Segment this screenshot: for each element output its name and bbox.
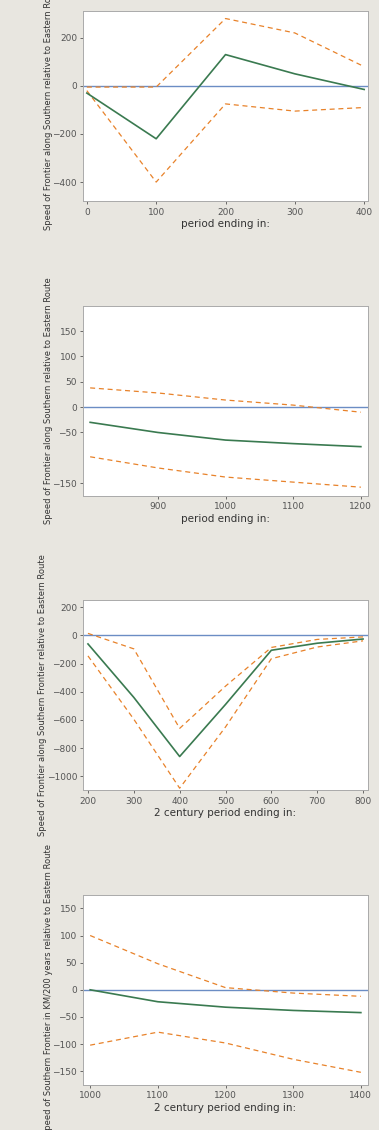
X-axis label: period ending in:: period ending in: (181, 219, 270, 229)
Y-axis label: Speed of Frontier along Southern relative to Eastern Route: Speed of Frontier along Southern relativ… (44, 278, 53, 524)
Y-axis label: Speed of Frontier along Southern Frontier relative to Eastern Route: Speed of Frontier along Southern Frontie… (38, 555, 47, 836)
X-axis label: period ending in:: period ending in: (181, 514, 270, 524)
X-axis label: 2 century period ending in:: 2 century period ending in: (155, 808, 296, 818)
Y-axis label: Speed of Southern Frontier in KM/200 years relative to Eastern Route: Speed of Southern Frontier in KM/200 yea… (44, 844, 53, 1130)
X-axis label: 2 century period ending in:: 2 century period ending in: (155, 1103, 296, 1113)
Y-axis label: Speed of Frontier along Southern relative to Eastern Route: Speed of Frontier along Southern relativ… (44, 0, 53, 229)
